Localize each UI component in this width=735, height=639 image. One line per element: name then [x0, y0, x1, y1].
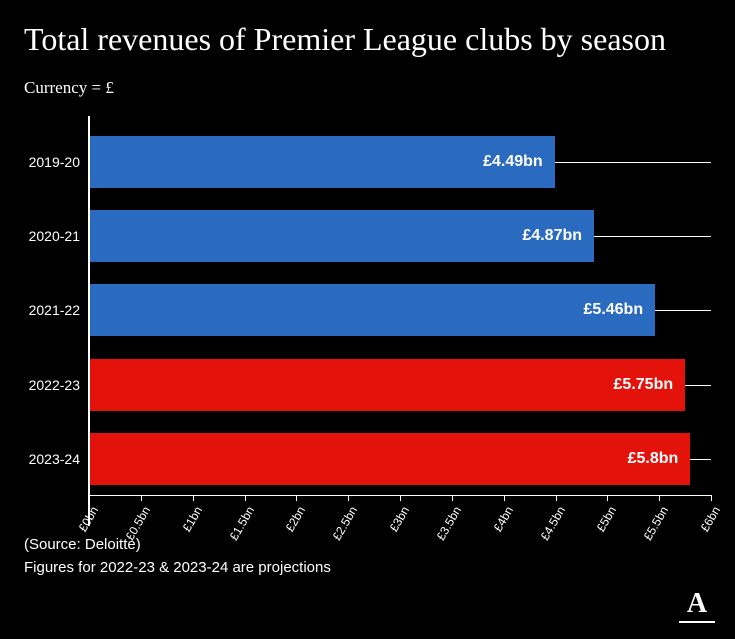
chart-area: 2019-202020-212021-222022-232023-24 £4.4…	[24, 116, 711, 526]
x-tick-mark	[89, 495, 90, 501]
y-axis-label: 2019-20	[24, 124, 88, 198]
bar: £5.8bn	[90, 433, 690, 485]
x-tick-label: £5bn	[594, 504, 626, 538]
x-tick-mark	[141, 495, 142, 501]
y-axis-label: 2020-21	[24, 199, 88, 273]
y-axis-label: 2021-22	[24, 273, 88, 347]
bar-value-label: £4.49bn	[483, 153, 543, 171]
chart-footer: (Source: Deloitte) Figures for 2022-23 &…	[24, 534, 711, 579]
bar-row: £5.46bn	[90, 273, 711, 347]
bar-value-label: £4.87bn	[522, 227, 582, 245]
x-tick-label: £2bn	[283, 504, 315, 538]
bar-value-label: £5.8bn	[628, 450, 679, 468]
publisher-logo: A	[679, 587, 715, 623]
chart-subtitle: Currency = £	[24, 78, 711, 98]
x-tick-label: £1bn	[179, 504, 211, 538]
x-tick-label: £4bn	[490, 504, 522, 538]
x-tick-mark	[504, 495, 505, 501]
bar-value-label: £5.46bn	[584, 301, 644, 319]
bar: £4.49bn	[90, 136, 555, 188]
x-tick-mark	[400, 495, 401, 501]
x-tick-mark	[348, 495, 349, 501]
x-axis-ticks: £0bn£0.5bn£1bn£1.5bn£2bn£2.5bn£3bn£3.5bn…	[89, 496, 711, 526]
bar-value-label: £5.75bn	[614, 376, 674, 394]
bar-row: £5.8bn	[90, 422, 711, 496]
bar: £5.46bn	[90, 284, 655, 336]
y-axis-label: 2023-24	[24, 422, 88, 496]
x-tick-mark	[607, 495, 608, 501]
x-tick-mark	[296, 495, 297, 501]
chart-title: Total revenues of Premier League clubs b…	[24, 20, 711, 58]
x-tick-mark	[659, 495, 660, 501]
x-tick-label: £6bn	[698, 504, 730, 538]
footnote-text: Figures for 2022-23 & 2023-24 are projec…	[24, 557, 711, 580]
plot-area: £4.49bn £4.87bn £5.46bn £5.75bn £5.8bn £0bn£…	[88, 116, 711, 526]
x-tick-mark	[556, 495, 557, 501]
x-tick-mark	[452, 495, 453, 501]
x-tick-mark	[193, 495, 194, 501]
bar-row: £4.87bn	[90, 199, 711, 273]
x-tick-label: £3bn	[387, 504, 419, 538]
y-axis-labels: 2019-202020-212021-222022-232023-24	[24, 116, 88, 526]
x-tick-mark	[245, 495, 246, 501]
bar-row: £5.75bn	[90, 348, 711, 422]
bar: £5.75bn	[90, 359, 685, 411]
bar-row: £4.49bn	[90, 124, 711, 198]
y-axis-label: 2022-23	[24, 348, 88, 422]
x-tick-mark	[711, 495, 712, 501]
bar: £4.87bn	[90, 210, 594, 262]
